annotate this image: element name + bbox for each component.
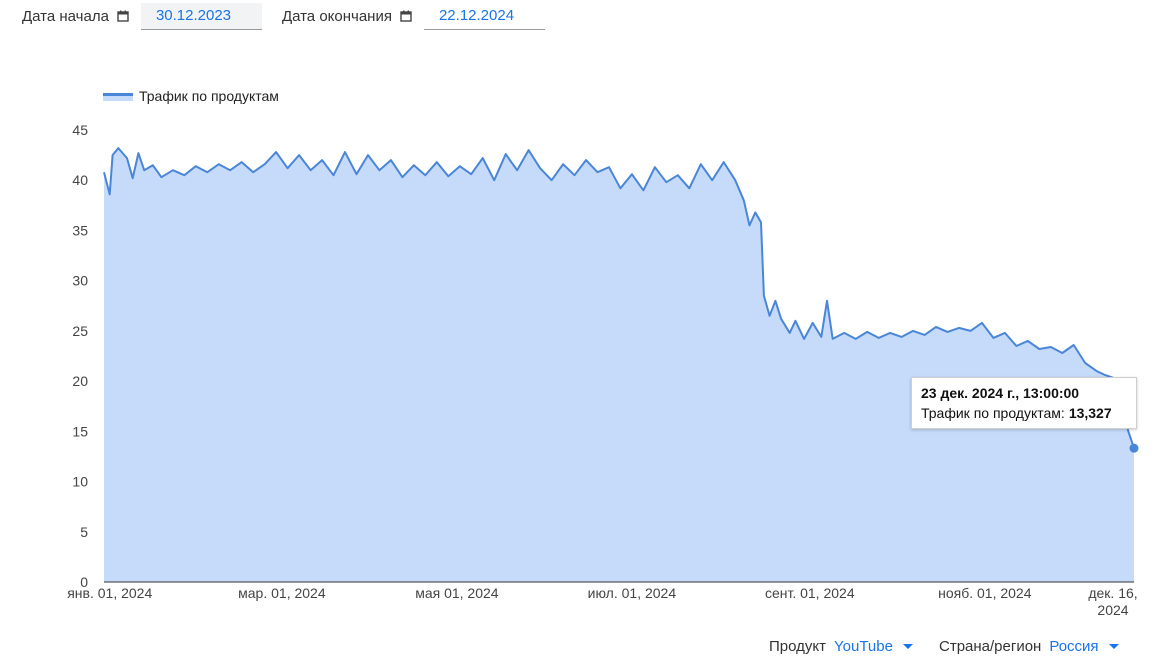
- series-line: [103, 147, 1135, 449]
- series-area: [104, 148, 1134, 582]
- y-tick-label: 35: [72, 222, 88, 238]
- start-date-input[interactable]: [140, 2, 262, 30]
- y-tick-label: 5: [80, 524, 88, 540]
- date-range-controls: Дата начала Дата окончания: [22, 0, 545, 32]
- product-filter-value[interactable]: YouTube: [834, 637, 893, 655]
- y-tick-label: 25: [72, 323, 88, 339]
- x-tick-label: 2024: [1097, 602, 1128, 618]
- x-axis-ticks: янв. 01, 2024 мар. 01, 2024 мая 01, 2024 ию…: [67, 585, 1137, 618]
- region-filter-value[interactable]: Россия: [1049, 637, 1099, 655]
- x-tick-label: мар. 01, 2024: [238, 585, 326, 601]
- y-tick-label: 15: [72, 423, 88, 439]
- start-date-label: Дата начала: [22, 7, 109, 25]
- y-tick-label: 20: [72, 373, 88, 389]
- y-tick-label: 30: [72, 273, 88, 289]
- x-tick-label: июл. 01, 2024: [588, 585, 677, 601]
- tooltip-date: 23 дек. 2024 г., 13:00:00: [921, 385, 1080, 401]
- y-axis-ticks: 0 5 10 15 20 25 30 35 40 45: [72, 122, 88, 590]
- y-tick-label: 10: [72, 474, 88, 490]
- product-filter-label: Продукт: [769, 637, 826, 655]
- chevron-down-icon[interactable]: [1108, 643, 1119, 649]
- legend-swatch: [103, 93, 133, 101]
- calendar-icon[interactable]: [400, 10, 412, 22]
- chart-tooltip: 23 дек. 2024 г., 13:00:00 Трафик по прод…: [911, 377, 1137, 429]
- region-filter-label: Страна/регион: [939, 637, 1042, 655]
- legend-label: Трафик по продуктам: [139, 88, 279, 104]
- y-tick-label: 45: [72, 122, 88, 138]
- tooltip-series-label: Трафик по продуктам:: [921, 405, 1065, 421]
- x-tick-label: сент. 01, 2024: [765, 585, 855, 601]
- y-tick-label: 0: [80, 574, 88, 590]
- x-tick-label: янв. 01, 2024: [67, 585, 152, 601]
- hover-point: [1129, 443, 1139, 453]
- x-tick-label: нояб. 01, 2024: [938, 585, 1032, 601]
- x-tick-label: мая 01, 2024: [415, 585, 499, 601]
- chevron-down-icon[interactable]: [902, 643, 913, 649]
- end-date-label: Дата окончания: [281, 7, 392, 25]
- y-tick-label: 40: [72, 172, 88, 188]
- chart-legend: Трафик по продуктам: [103, 88, 279, 104]
- tooltip-series-row: Трафик по продуктам: 13,327: [921, 405, 1127, 421]
- tooltip-value: 13,327: [1068, 405, 1112, 421]
- product-filter[interactable]: Продукт YouTube: [769, 636, 913, 656]
- x-tick-label: дек. 16,: [1088, 585, 1137, 601]
- calendar-icon[interactable]: [117, 10, 129, 22]
- region-filter[interactable]: Страна/регион Россия: [939, 636, 1119, 656]
- end-date-input[interactable]: [423, 2, 545, 30]
